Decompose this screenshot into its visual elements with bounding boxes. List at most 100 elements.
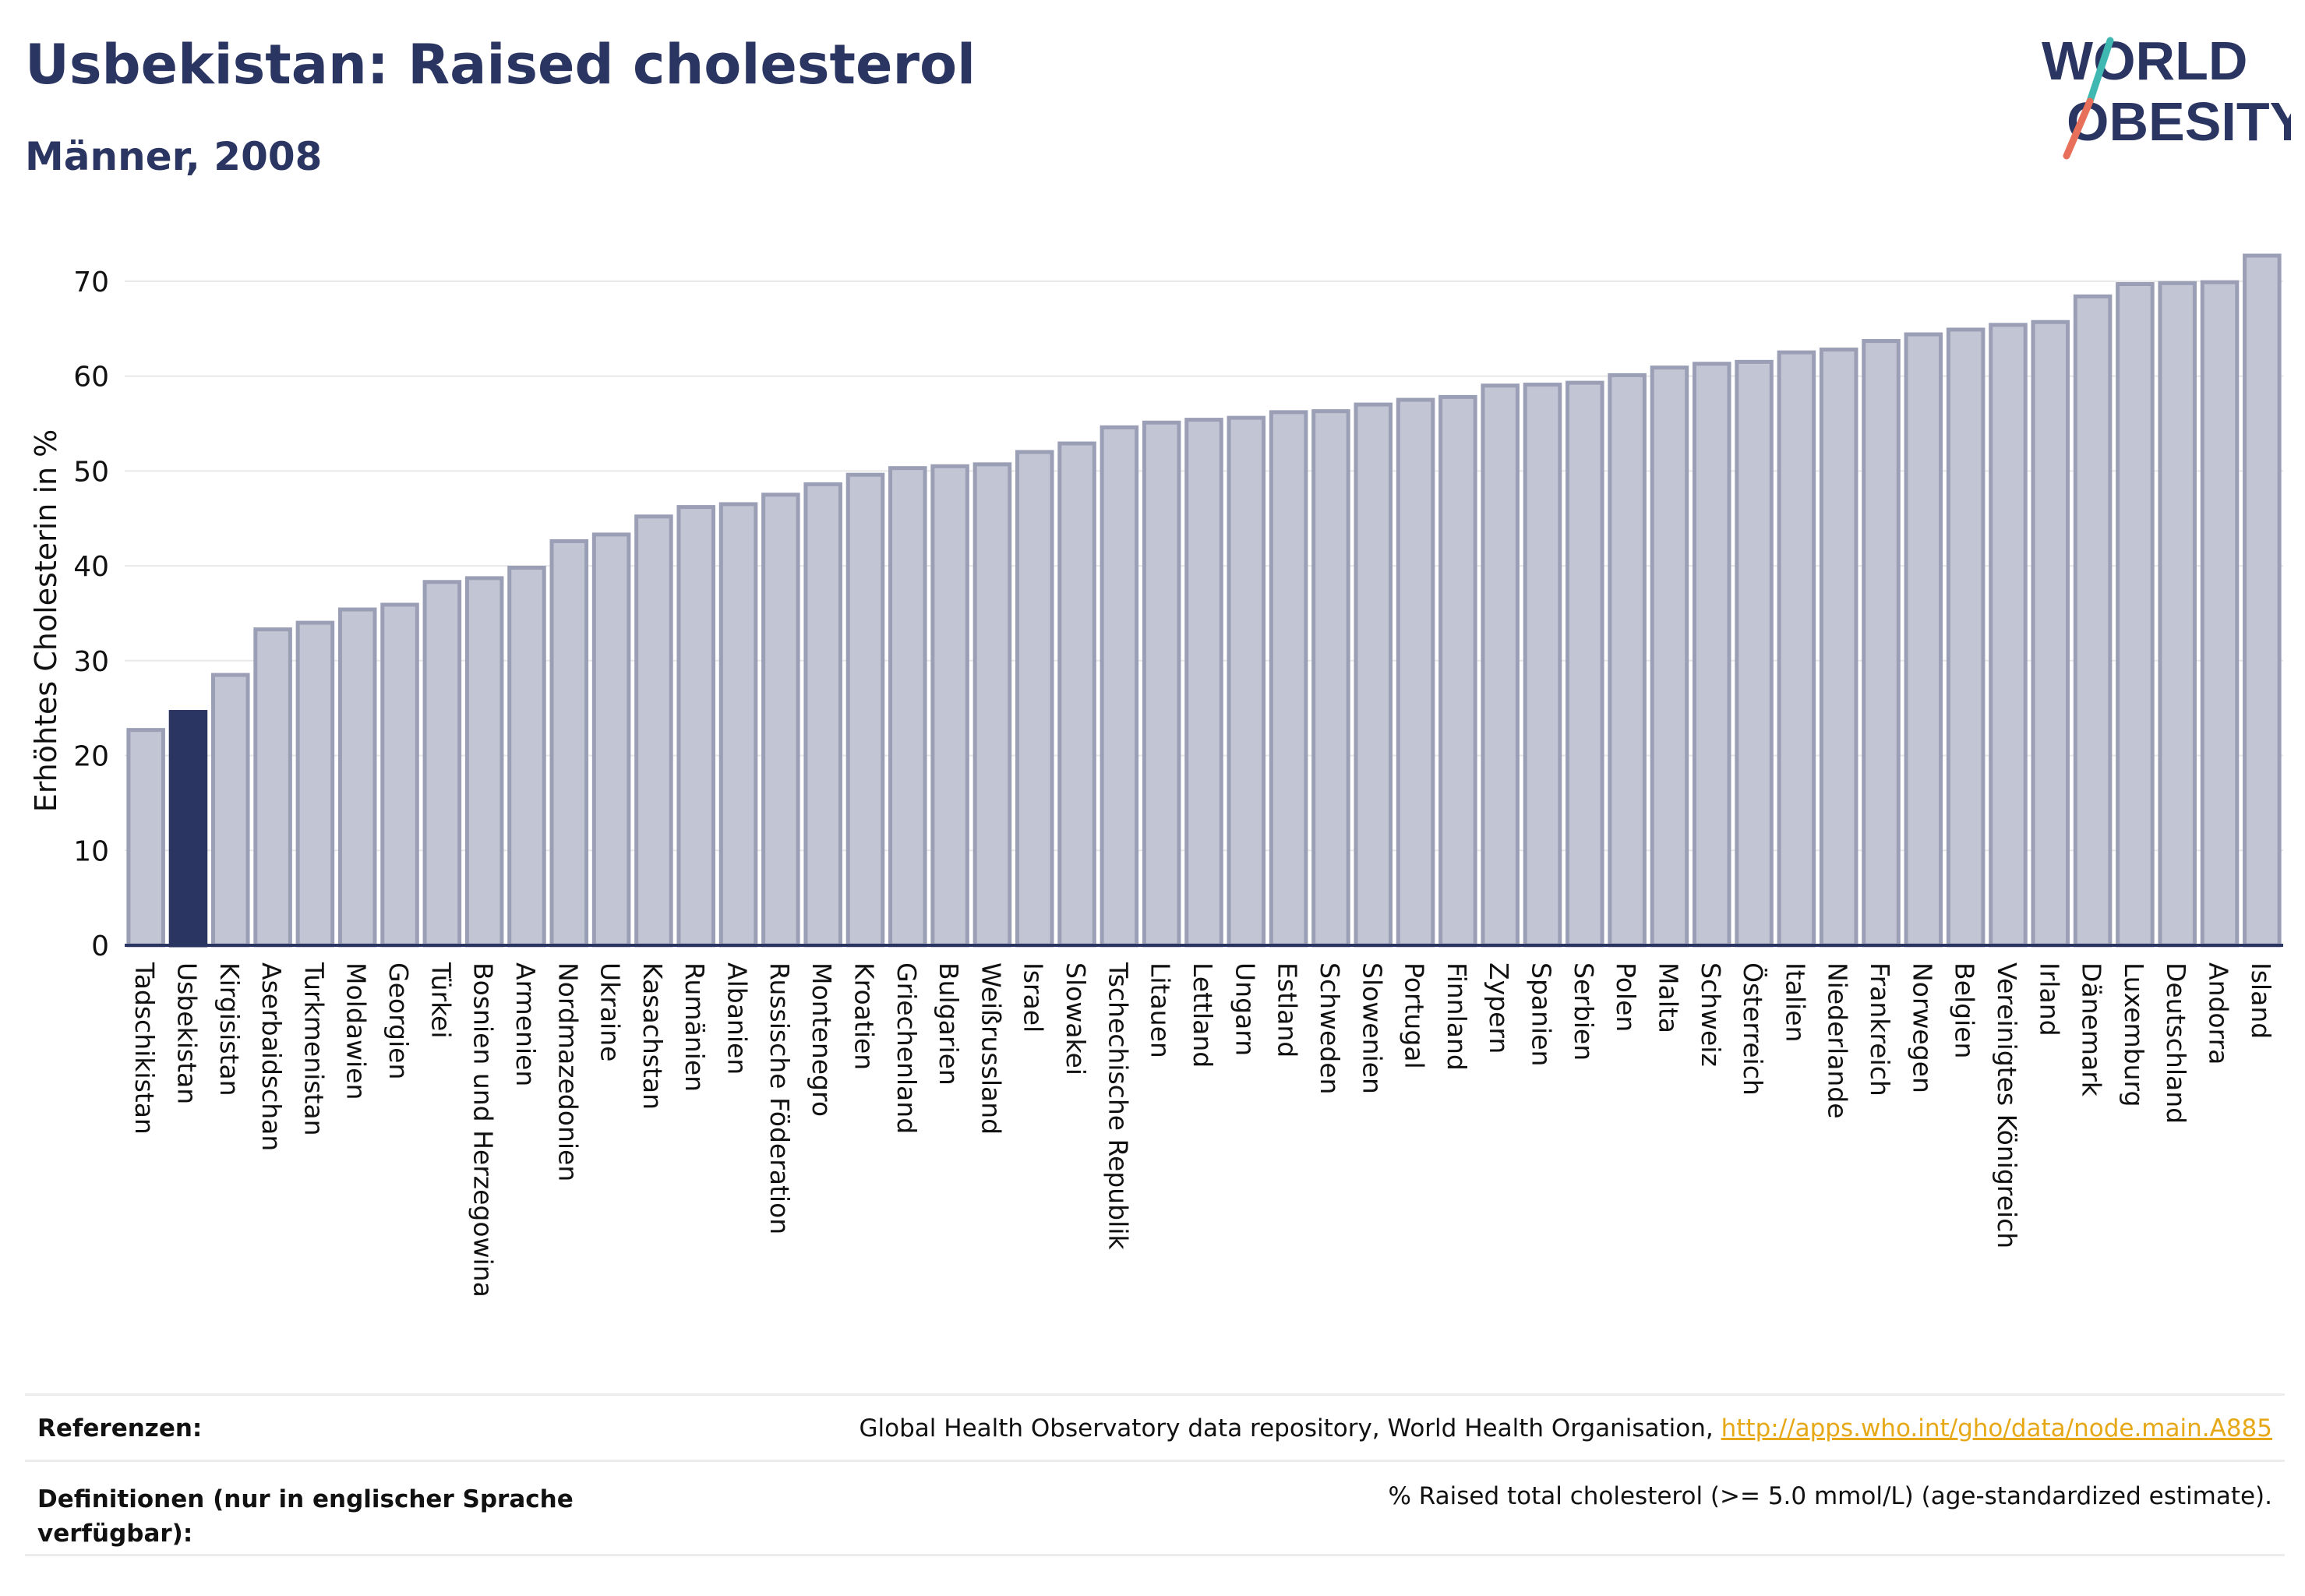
bar xyxy=(803,482,842,948)
bar xyxy=(1777,350,1816,948)
bar xyxy=(1354,402,1393,948)
bar xyxy=(972,462,1012,948)
x-tick-label: Russische Föderation xyxy=(764,962,795,1234)
y-tick-label: 0 xyxy=(91,930,109,962)
bar xyxy=(676,505,716,948)
x-tick-label: Weißrussland xyxy=(976,962,1006,1135)
logo-text-world: WORLD xyxy=(2042,30,2247,91)
x-tick-label: Italien xyxy=(1780,962,1810,1042)
bar xyxy=(2116,282,2155,948)
bar xyxy=(464,576,504,948)
x-tick-label: Andorra xyxy=(2204,962,2234,1065)
x-tick-label: Zypern xyxy=(1484,962,1514,1054)
bar xyxy=(1735,359,1774,948)
x-tick-label: Litauen xyxy=(1145,962,1176,1058)
x-tick-label: Kasachstan xyxy=(637,962,668,1110)
bar xyxy=(1184,418,1223,948)
bar xyxy=(718,502,758,948)
x-tick-label: Bulgarien xyxy=(934,962,964,1086)
bar xyxy=(1057,441,1096,948)
x-tick-label: Rumänien xyxy=(679,962,710,1092)
references-link[interactable]: http://apps.who.int/gho/data/node.main.A… xyxy=(1721,1414,2272,1442)
x-tick-label: Kirgisistan xyxy=(214,962,245,1096)
y-tick-label: 70 xyxy=(73,267,109,298)
bar xyxy=(634,514,673,948)
y-tick-label: 60 xyxy=(73,362,109,394)
bar-highlight xyxy=(168,710,208,948)
x-tick-label: Serbien xyxy=(1569,962,1599,1061)
y-axis-ticks: 0 10 20 30 40 50 60 70 xyxy=(73,267,109,962)
bar xyxy=(1819,348,1858,948)
bar xyxy=(1946,327,1986,948)
bar xyxy=(845,472,885,948)
bar xyxy=(422,580,462,948)
logo-slash-coral xyxy=(2063,97,2094,160)
x-tick-label: Usbekistan xyxy=(171,962,202,1104)
bar xyxy=(591,532,631,948)
bar xyxy=(930,464,969,948)
bar xyxy=(211,673,250,948)
bar xyxy=(549,538,589,948)
x-tick-label: Bosnien und Herzegowina xyxy=(468,962,499,1298)
chart-subtitle: Männer, 2008 xyxy=(25,134,323,179)
bar xyxy=(1100,425,1139,948)
bar-chart: 0 10 20 30 40 50 60 70 Tadschikistan Usbekistan K… xyxy=(29,253,2283,1298)
x-tick-label: Israel xyxy=(1018,962,1049,1033)
bar xyxy=(1481,383,1520,948)
chart-title: Usbekistan: Raised cholesterol xyxy=(25,33,976,97)
x-tick-label: Griechenland xyxy=(891,962,922,1134)
x-tick-label: Belgien xyxy=(1950,962,1980,1058)
x-tick-label: Moldawien xyxy=(341,962,372,1100)
x-tick-label: Tschechische Republik xyxy=(1103,962,1133,1250)
world-obesity-logo: WORLD OBESITY xyxy=(2042,30,2291,160)
bar xyxy=(1650,365,1689,948)
x-tick-label: Tadschikistan xyxy=(129,962,160,1135)
x-axis-labels: Tadschikistan Usbekistan Kirgisistan Aserba… xyxy=(129,962,2276,1298)
logo-text-obesity: OBESITY xyxy=(2067,91,2291,152)
bars xyxy=(126,253,2282,948)
bar xyxy=(1269,410,1308,948)
bar xyxy=(888,466,927,948)
footer: Referenzen: Global Health Observatory da… xyxy=(25,1393,2285,1556)
y-tick-label: 50 xyxy=(73,456,109,488)
x-tick-label: Nordmazedonien xyxy=(552,962,583,1181)
x-tick-label: Niederlande xyxy=(1823,962,1853,1119)
bar xyxy=(1396,397,1435,948)
x-tick-label: Kroatien xyxy=(849,962,879,1070)
logo-slash-teal xyxy=(2086,37,2114,105)
x-tick-label: Luxemburg xyxy=(2119,962,2149,1107)
x-tick-label: Ukraine xyxy=(595,962,626,1061)
bar xyxy=(2031,320,2070,948)
x-tick-label: Norwegen xyxy=(1907,962,1937,1093)
bar xyxy=(1565,380,1604,948)
definitions-label: Definitionen (nur in englischer Sprache … xyxy=(37,1485,574,1548)
y-axis-label: Erhöhtes Cholesterin in % xyxy=(29,429,63,813)
bar xyxy=(1311,409,1350,948)
x-tick-label: Finnland xyxy=(1442,962,1472,1071)
x-tick-label: Schweden xyxy=(1315,962,1345,1094)
bar xyxy=(1142,420,1181,948)
references-label: Referenzen: xyxy=(37,1414,203,1442)
y-tick-label: 10 xyxy=(73,835,109,867)
x-tick-label: Aserbaidschan xyxy=(256,962,287,1151)
bar xyxy=(1904,332,1943,948)
x-tick-label: Lettland xyxy=(1188,962,1218,1068)
x-tick-label: Türkei xyxy=(425,962,456,1039)
x-tick-label: Armenien xyxy=(510,962,541,1086)
bar xyxy=(2158,281,2197,948)
y-tick-label: 20 xyxy=(73,741,109,773)
references-value: Global Health Observatory data repositor… xyxy=(860,1414,2272,1442)
x-tick-label: Malta xyxy=(1653,962,1683,1033)
x-tick-label: Schweiz xyxy=(1696,962,1726,1067)
x-tick-label: Vereinigtes Königreich xyxy=(1992,962,2022,1248)
x-tick-label: Estland xyxy=(1273,962,1303,1058)
x-tick-label: Albanien xyxy=(722,962,753,1075)
bar xyxy=(380,602,419,948)
references-text: Global Health Observatory data repositor… xyxy=(859,1414,1721,1442)
x-tick-label: Montenegro xyxy=(807,962,837,1117)
definitions-value: % Raised total cholesterol (>= 5.0 mmol/… xyxy=(1388,1482,2272,1510)
bar xyxy=(1862,339,1901,948)
bar xyxy=(2200,280,2240,948)
bar xyxy=(2073,294,2113,948)
y-tick-label: 40 xyxy=(73,551,109,583)
